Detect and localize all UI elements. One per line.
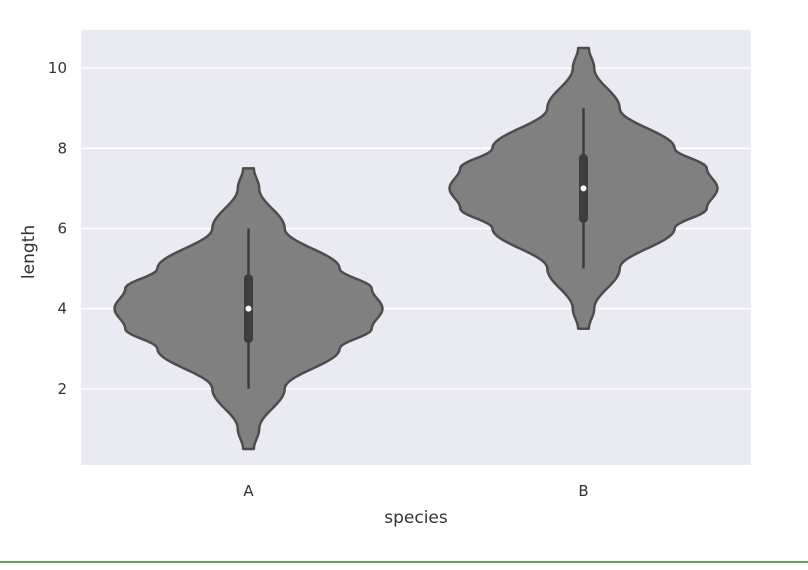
x-tick-label-B: B <box>578 482 588 500</box>
y-tick-label-2: 2 <box>57 380 67 398</box>
bottom-divider <box>0 561 808 563</box>
y-tick-label-8: 8 <box>57 139 67 157</box>
violins <box>113 46 719 451</box>
y-axis-label: length <box>19 225 39 279</box>
median-marker-A <box>245 305 252 312</box>
y-tick-label-4: 4 <box>57 300 67 318</box>
median-marker-B <box>580 185 587 192</box>
x-axis-label: species <box>384 508 448 528</box>
y-tick-labels: 2 4 6 8 10 <box>48 59 67 398</box>
y-tick-label-10: 10 <box>48 59 67 77</box>
y-tick-label-6: 6 <box>57 219 67 237</box>
x-tick-label-A: A <box>243 482 254 500</box>
